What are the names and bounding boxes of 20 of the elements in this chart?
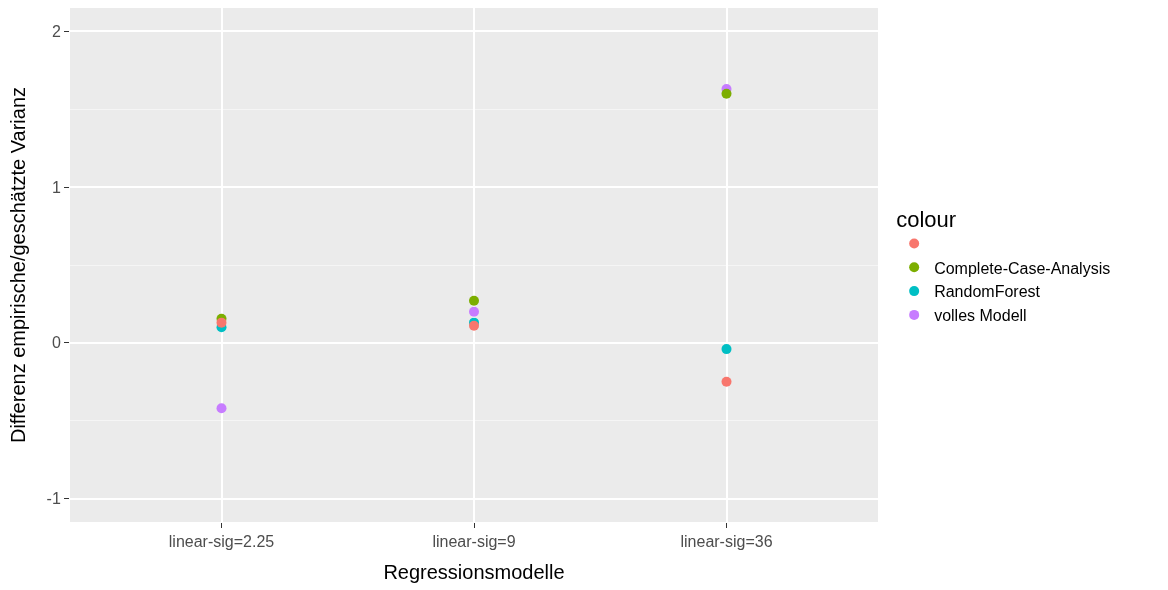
point: [216, 317, 227, 328]
legend-label: Complete-Case-Analysis: [934, 259, 1111, 277]
x-tick-label: linear-sig=9: [432, 533, 516, 551]
y-tick-label: 0: [51, 334, 61, 352]
legend-label: volles Modell: [934, 307, 1027, 325]
point: [469, 295, 479, 306]
point: [469, 306, 479, 317]
point: [216, 403, 227, 414]
point: [721, 344, 732, 355]
legend-title: colour: [896, 206, 957, 232]
x-tick-label: linear-sig=2.25: [168, 533, 275, 551]
legend-label: RandomForest: [934, 283, 1041, 301]
y-tick-label: -1: [46, 490, 61, 508]
y-axis-title: Differenz empirische/geschätzte Varianz: [7, 86, 30, 444]
x-tick-label: linear-sig=36: [680, 533, 773, 551]
y-tick-label: 1: [51, 178, 61, 196]
x-axis-title: Regressionsmodelle: [383, 560, 565, 583]
point: [721, 88, 732, 99]
y-tick-label: 2: [51, 22, 61, 40]
point: [721, 376, 732, 387]
